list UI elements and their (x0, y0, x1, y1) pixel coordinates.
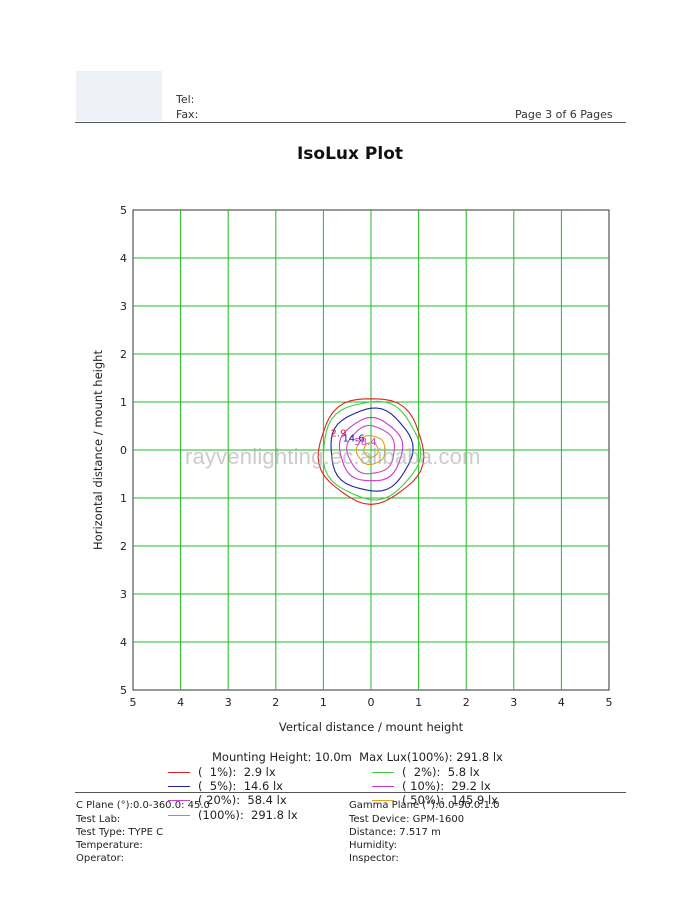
y-tick-label: 1 (120, 396, 127, 409)
watermark: rayvenlighting.ec.alibaba.com (185, 444, 481, 469)
page-info: Page 3 of 6 Pages (515, 108, 613, 121)
legend-item-20pct: ( 20%): 58.4 lx (198, 793, 287, 807)
header-divider (75, 122, 626, 123)
x-tick-label: 2 (463, 696, 470, 709)
operator: Operator: (76, 853, 124, 864)
x-tick-label: 1 (320, 696, 327, 709)
contour-100pct (363, 442, 379, 458)
x-tick-label: 4 (177, 696, 184, 709)
page-title: IsoLux Plot (296, 144, 404, 164)
temperature: Temperature: (76, 840, 143, 851)
c-plane: C Plane (°):0.0-360.0: 45.0 (76, 800, 210, 811)
legend-item-5pct: ( 5%): 14.6 lx (198, 779, 283, 793)
legend-swatch-1pct (168, 772, 190, 773)
test-type: Test Type: TYPE C (76, 827, 164, 838)
footer-divider (75, 792, 626, 793)
mounting-height: Mounting Height: 10.0m (212, 750, 352, 764)
tel-label: Tel: (176, 93, 195, 106)
legend-item-2pct: ( 2%): 5.8 lx (402, 765, 480, 779)
distance: Distance: 7.517 m (349, 827, 441, 838)
y-tick-label: 2 (120, 540, 127, 553)
legend-swatch-2pct (372, 772, 394, 773)
x-tick-label: 5 (606, 696, 613, 709)
test-device: Test Device: GPM-1600 (349, 814, 465, 825)
contour-2pct (322, 400, 422, 501)
legend-header: Mounting Height: 10.0m Max Lux(100%): 29… (212, 750, 503, 764)
y-tick-label: 4 (120, 636, 127, 649)
gamma-plane: Gamma Plane (°):0.0-90.0:1.0 (349, 800, 500, 811)
max-lux: Max Lux(100%): 291.8 lx (359, 750, 503, 764)
x-tick-label: 3 (225, 696, 232, 709)
legend-item-100pct: (100%): 291.8 lx (198, 808, 298, 822)
y-tick-label: 1 (120, 492, 127, 505)
x-tick-label: 0 (368, 696, 375, 709)
y-tick-label: 2 (120, 348, 127, 361)
legend-swatch-10pct (372, 786, 394, 787)
y-tick-label: 3 (120, 588, 127, 601)
legend-swatch-20pct (168, 800, 190, 801)
x-axis-label: Vertical distance / mount height (279, 720, 464, 734)
y-tick-label: 3 (120, 300, 127, 313)
legend-item-50pct: ( 50%): 145.9 lx (402, 793, 498, 807)
y-axis-label: Horizontal distance / mount height (91, 350, 105, 550)
x-tick-label: 4 (558, 696, 565, 709)
x-tick-label: 1 (415, 696, 422, 709)
inspector: Inspector: (349, 853, 399, 864)
contour-1pct (317, 398, 425, 505)
contour-50pct (355, 435, 386, 466)
legend-swatch-100pct (168, 815, 190, 816)
x-tick-label: 5 (130, 696, 137, 709)
contour-label: 58.4 (354, 437, 376, 448)
x-tick-label: 2 (272, 696, 279, 709)
company-logo (76, 71, 162, 121)
contour-label: 14.6 (342, 433, 364, 444)
y-tick-label: 5 (120, 684, 127, 697)
legend-item-10pct: ( 10%): 29.2 lx (402, 779, 491, 793)
y-tick-label: 4 (120, 252, 127, 265)
x-tick-label: 3 (510, 696, 517, 709)
y-tick-label: 5 (120, 204, 127, 217)
contour-10pct (338, 416, 404, 482)
humidity: Humidity: (349, 840, 397, 851)
contour-5pct (330, 407, 414, 492)
test-lab: Test Lab: (76, 814, 121, 825)
contour-label: 2.9 (331, 429, 347, 440)
legend-swatch-5pct (168, 786, 190, 787)
contour-20pct (346, 424, 396, 475)
legend-item-1pct: ( 1%): 2.9 lx (198, 765, 276, 779)
y-tick-label: 0 (120, 444, 127, 457)
legend-swatch-50pct (372, 800, 394, 801)
fax-label: Fax: (176, 108, 199, 121)
